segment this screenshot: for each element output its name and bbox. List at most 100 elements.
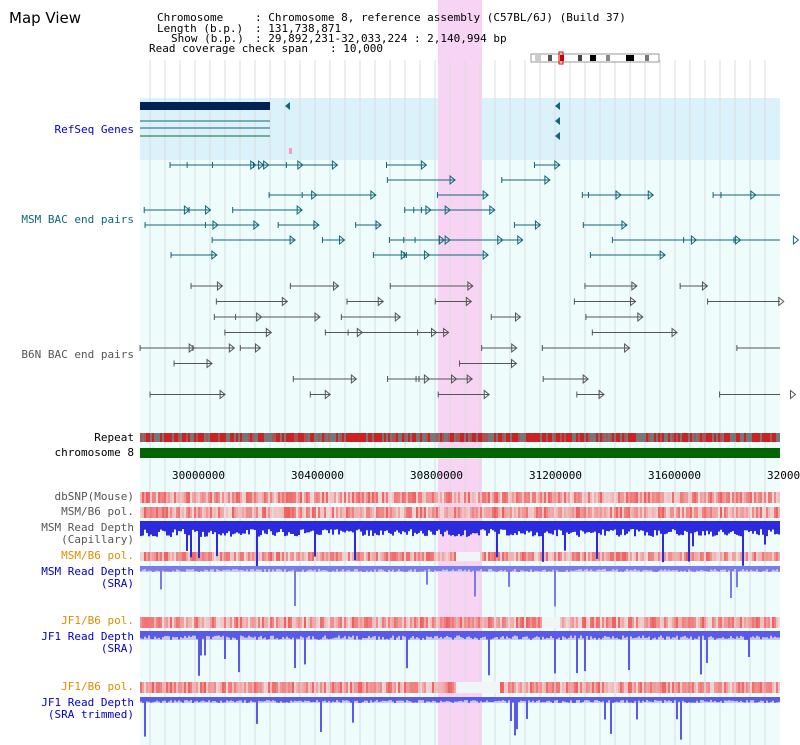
msm-b6-pol-heat <box>680 507 682 518</box>
track-label-msm-bac[interactable]: MSM BAC end pairs <box>21 213 134 226</box>
track-label-msm-read-capillary-sub: (Capillary) <box>61 533 134 546</box>
jf1-b6-pol-heat <box>222 682 224 693</box>
jf1-read-depth-sra <box>748 631 750 657</box>
jf1-read-depth-sra <box>630 631 632 637</box>
jf1-b6-pol-heat <box>638 617 640 628</box>
dbsnp-heat <box>686 492 688 503</box>
msm-b6-pol-heat <box>666 507 668 518</box>
msm-b6-pol-heat <box>646 507 648 518</box>
jf1-read-depth-sra <box>410 631 412 638</box>
msm-read-depth-sra <box>156 566 158 571</box>
msm-read-depth-capillary <box>582 521 584 532</box>
jf1-b6-pol-heat <box>450 682 452 693</box>
msm-b6-pol-heat <box>746 507 748 518</box>
repeat-segment <box>516 433 518 442</box>
dbsnp-heat <box>228 492 230 503</box>
jf1-b6-pol-heat <box>398 682 400 693</box>
msm-b6-pol-heat <box>422 552 424 561</box>
dbsnp-heat <box>442 492 444 503</box>
jf1-b6-pol-heat <box>578 682 580 693</box>
jf1-read-depth-sra <box>190 631 192 637</box>
jf1-b6-pol-heat <box>258 682 260 693</box>
jf1-read-depth-sra <box>616 631 618 638</box>
msm-b6-pol-heat <box>146 552 148 561</box>
msm-read-depth-capillary <box>762 521 764 535</box>
repeat-segment <box>536 433 538 442</box>
jf1-read-depth-trimmed <box>548 697 550 701</box>
msm-read-depth-capillary <box>638 521 640 532</box>
dbsnp-heat <box>466 492 468 503</box>
msm-read-depth-capillary <box>228 521 230 532</box>
jf1-b6-pol-heat <box>674 617 676 628</box>
msm-read-depth-sra <box>270 566 272 572</box>
repeat-segment <box>362 433 364 442</box>
repeat-segment <box>420 433 422 442</box>
msm-b6-pol-heat <box>592 507 594 518</box>
msm-read-depth-sra <box>284 566 286 570</box>
msm-b6-pol-heat <box>590 507 592 518</box>
msm-read-depth-capillary <box>362 521 364 536</box>
msm-b6-pol-heat <box>554 507 556 518</box>
repeat-segment <box>158 433 160 442</box>
repeat-segment <box>318 433 320 442</box>
jf1-b6-pol-heat <box>580 617 582 628</box>
jf1-b6-pol-heat <box>260 617 262 628</box>
jf1-b6-pol-heat <box>284 682 286 693</box>
jf1-b6-pol-heat <box>688 617 690 628</box>
msm-b6-pol-heat <box>612 507 614 518</box>
jf1-b6-pol-heat <box>236 682 238 693</box>
msm-b6-pol-heat <box>272 507 274 518</box>
track-label-b6n-bac[interactable]: B6N BAC end pairs <box>21 348 134 361</box>
msm-b6-pol-heat <box>724 552 726 561</box>
msm-b6-pol-heat <box>758 507 760 518</box>
dbsnp-heat <box>752 492 754 503</box>
jf1-read-depth-sra <box>518 631 520 640</box>
jf1-b6-pol-heat <box>280 682 282 693</box>
jf1-b6-pol-heat <box>368 617 370 628</box>
msm-read-depth-capillary <box>500 521 502 530</box>
jf1-read-depth-trimmed <box>718 697 720 703</box>
msm-read-depth-sra <box>182 566 184 572</box>
dbsnp-heat <box>468 492 470 503</box>
track-label-refseq-genes[interactable]: RefSeq Genes <box>54 123 134 136</box>
msm-read-depth-sra <box>702 566 704 571</box>
msm-b6-pol-heat <box>362 552 364 561</box>
jf1-read-depth-trimmed <box>514 697 516 736</box>
dbsnp-heat <box>174 492 176 503</box>
jf1-read-depth-sra <box>382 631 384 637</box>
dbsnp-heat <box>522 492 524 503</box>
dbsnp-heat <box>774 492 776 503</box>
jf1-read-depth-sra <box>652 631 654 639</box>
msm-read-depth-capillary <box>200 521 202 537</box>
dbsnp-heat <box>336 492 338 503</box>
jf1-b6-pol-heat <box>440 617 442 628</box>
jf1-b6-pol-heat <box>590 682 592 693</box>
jf1-read-depth-trimmed <box>144 697 146 737</box>
msm-b6-pol-heat <box>140 552 142 561</box>
dbsnp-heat <box>272 492 274 503</box>
jf1-b6-pol-heat <box>696 617 698 628</box>
msm-b6-pol-heat <box>738 552 740 561</box>
repeat-segment <box>774 433 776 442</box>
msm-read-depth-sra <box>248 566 250 572</box>
jf1-read-depth-sra <box>622 631 624 636</box>
jf1-b6-pol-heat <box>162 617 164 628</box>
msm-read-depth-capillary <box>294 521 296 536</box>
msm-read-depth-sra <box>672 566 674 571</box>
msm-read-depth-sra <box>560 566 562 572</box>
jf1-read-depth-sra <box>242 631 244 637</box>
b6n-bac-pair <box>466 373 474 385</box>
jf1-b6-pol-heat <box>432 682 434 693</box>
msm-b6-pol-heat <box>466 552 468 561</box>
msm-b6-pol-heat <box>502 552 504 561</box>
repeat-segment <box>164 433 166 442</box>
jf1-b6-pol-heat <box>266 682 268 693</box>
jf1-read-depth-trimmed <box>394 697 396 703</box>
jf1-read-depth-trimmed <box>154 697 156 702</box>
msm-b6-pol-heat <box>706 507 708 518</box>
jf1-read-depth-sra <box>672 631 674 638</box>
repeat-segment <box>642 433 644 442</box>
jf1-b6-pol-heat <box>558 682 560 693</box>
jf1-b6-pol-heat <box>274 617 276 628</box>
